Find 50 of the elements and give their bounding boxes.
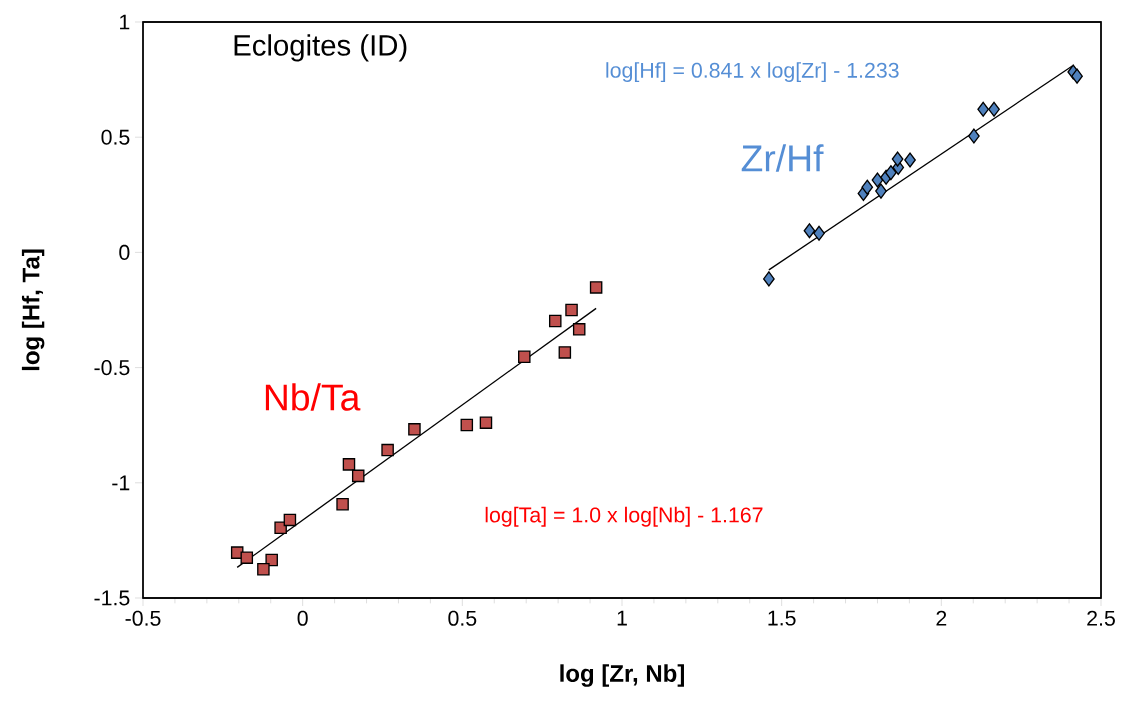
point: [871, 172, 884, 188]
x-tick-label: 1: [617, 610, 627, 626]
point: [351, 469, 365, 483]
y-tick-label: 0.5: [101, 129, 130, 145]
x-tick-label: 0: [297, 610, 308, 626]
series-label: Zr/Hf: [741, 144, 824, 172]
y-tick-label: 0: [119, 244, 130, 260]
point: [875, 183, 887, 199]
point: [968, 128, 980, 144]
y-tick-label: -0.5: [94, 360, 130, 376]
point: [861, 179, 874, 195]
point: [460, 418, 474, 432]
point: [408, 423, 421, 436]
point: [283, 513, 297, 527]
series-label: Nb/Ta: [265, 383, 361, 411]
point: [274, 521, 287, 534]
point: [342, 458, 356, 471]
x-tick-label: 2.5: [1087, 610, 1115, 626]
x-tick-label: 2: [936, 610, 947, 626]
annotation: log[Ta] = 1.0 x log[Nb] - 1.167: [485, 506, 763, 527]
point: [977, 101, 990, 117]
point: [572, 323, 586, 336]
x-tick-label: 1.5: [768, 610, 796, 626]
y-tick-label: 1: [120, 14, 130, 30]
point: [885, 165, 897, 181]
point: [336, 497, 349, 511]
point: [518, 350, 531, 364]
point: [803, 223, 816, 239]
point: [589, 281, 603, 294]
point: [381, 443, 394, 457]
point: [257, 562, 270, 576]
point: [763, 271, 775, 287]
point: [548, 314, 562, 328]
y-tick-label: -1: [112, 475, 130, 491]
x-tick-label: 0.5: [448, 610, 477, 626]
x-axis-title: log [Zr, Nb]: [560, 664, 684, 687]
y-tick-label: -1.5: [94, 590, 130, 606]
point: [240, 551, 254, 564]
point: [904, 152, 916, 168]
y-axis-title: log [Hf, Ta]: [21, 249, 45, 371]
point: [479, 416, 493, 429]
annotation: log[Hf] = 0.841 x log[Zr] - 1.233: [606, 62, 899, 83]
point: [988, 101, 1000, 117]
point: [813, 225, 825, 241]
point: [1071, 68, 1083, 84]
point: [558, 346, 572, 359]
point: [565, 303, 578, 317]
point: [265, 553, 278, 567]
annotation: Eclogites (ID): [234, 34, 407, 62]
point: [891, 151, 904, 167]
